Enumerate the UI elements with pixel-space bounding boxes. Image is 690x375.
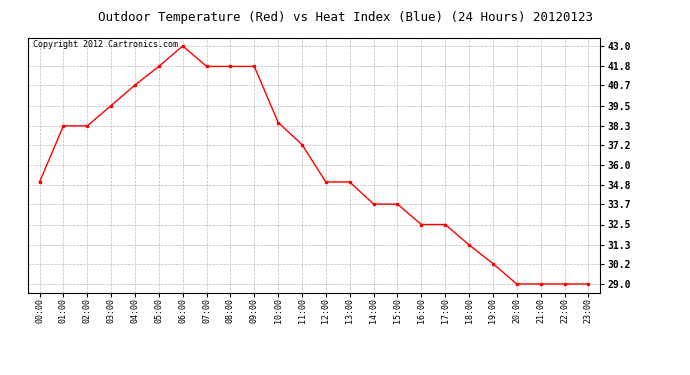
Text: Copyright 2012 Cartronics.com: Copyright 2012 Cartronics.com (33, 40, 178, 49)
Text: Outdoor Temperature (Red) vs Heat Index (Blue) (24 Hours) 20120123: Outdoor Temperature (Red) vs Heat Index … (97, 11, 593, 24)
